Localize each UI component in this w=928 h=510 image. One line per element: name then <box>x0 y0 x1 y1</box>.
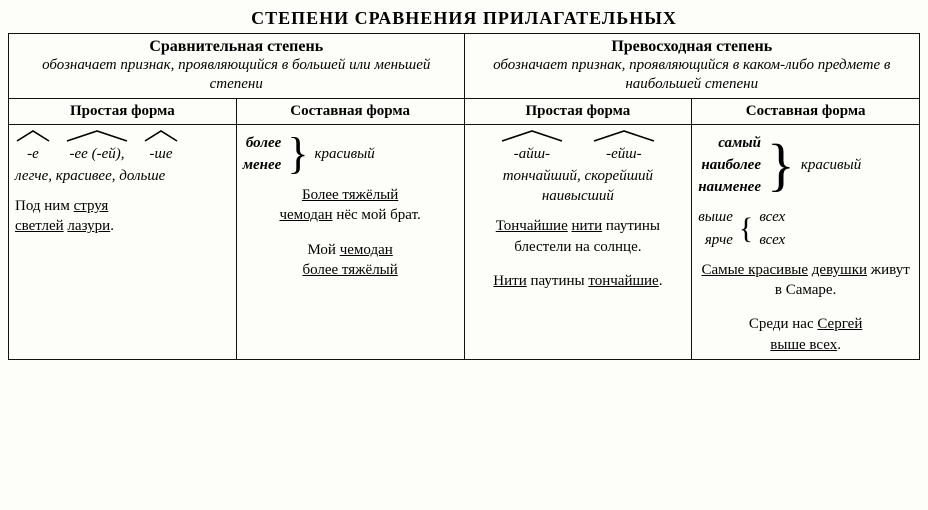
suffix-label: -айш- <box>514 146 550 162</box>
underlined: девушки <box>812 262 867 278</box>
underlined: лазури <box>67 218 110 234</box>
underlined: чемодан <box>279 207 332 223</box>
sup-compound-example-1: Самые красивые девушки живут в Самаре. <box>698 260 913 301</box>
curly-brace-icon: } <box>765 142 797 188</box>
text: . <box>110 218 114 234</box>
underlined: Тончайшие <box>496 218 568 234</box>
superlative-header-cell: Превосходная степень обозначает признак,… <box>464 34 920 99</box>
underlined: Сергей <box>817 316 862 332</box>
brace-left-items: более менее <box>243 133 282 176</box>
sup-simple-example-1: Тончайшие нити паутины блестели на солнц… <box>471 216 686 257</box>
comparative-title: Сравнительная степень <box>15 38 458 56</box>
suffix-item: -ейш- <box>592 129 656 164</box>
brace-item: менее <box>243 155 282 175</box>
sup-simple-example-2: Нити паутины тончайшие. <box>471 271 686 291</box>
comparative-desc: обозначает признак, проявляющийся в боль… <box>15 56 458 94</box>
underlined: выше всех <box>770 337 837 353</box>
underlined: Самые красивые <box>701 262 808 278</box>
suffix-hat-icon <box>592 129 656 143</box>
suffix-label: -ейш- <box>606 146 641 162</box>
curly-brace-icon: { <box>737 217 755 241</box>
suffix-hat-icon <box>500 129 564 143</box>
superlative-desc: обозначает признак, проявляющийся в како… <box>471 56 914 94</box>
comp-simple-suffix-examples: легче, красивее, дольше <box>15 166 230 186</box>
sup-compound-brace-2: выше ярче { всех всех <box>698 207 913 250</box>
sup-simple-header: Простая форма <box>464 98 692 124</box>
underlined: более тяжёлый <box>302 262 397 278</box>
brace-result: красивый <box>801 155 861 175</box>
underlined: Нити <box>493 273 526 289</box>
text: . <box>659 273 663 289</box>
page-title: СТЕПЕНИ СРАВНЕНИЯ ПРИЛАГАТЕЛЬНЫХ <box>8 8 920 29</box>
brace-item: выше <box>698 207 733 227</box>
brace-item: наиболее <box>698 155 761 175</box>
suffix-hat-icon <box>65 129 129 143</box>
superlative-title: Превосходная степень <box>471 38 914 56</box>
brace-item: всех <box>759 230 785 250</box>
sup-simple-suffix-row: -айш- -ейш- <box>471 129 686 164</box>
suffix-hat-icon <box>15 129 51 143</box>
suffix-hat-icon <box>143 129 179 143</box>
comp-simple-cell: -е -ее (-ей), -ше легче, красивее, дольш… <box>9 124 237 359</box>
sup-compound-example-2: Среди нас Сергей выше всех. <box>698 314 913 355</box>
comparison-table: Сравнительная степень обозначает признак… <box>8 33 920 360</box>
brace-result: красивый <box>314 144 374 164</box>
text: Мой <box>307 242 339 258</box>
sup-simple-cell: -айш- -ейш- тончайший, скорейший наивысш… <box>464 124 692 359</box>
suffix-item: -е <box>15 129 51 164</box>
text: Среди нас <box>749 316 817 332</box>
comp-compound-example-2: Мой чемодан более тяжёлый <box>243 240 458 281</box>
text: нёс мой брат. <box>333 207 421 223</box>
brace-item: самый <box>698 133 761 153</box>
underlined: нити <box>572 218 603 234</box>
comp-simple-suffix-row: -е -ее (-ей), -ше <box>15 129 230 164</box>
comparative-header-cell: Сравнительная степень обозначает признак… <box>9 34 465 99</box>
brace-item: более <box>243 133 282 153</box>
text: Под ним <box>15 198 74 214</box>
sup-compound-header: Составная форма <box>692 98 920 124</box>
brace-item: ярче <box>698 230 733 250</box>
sup-compound-cell: самый наиболее наименее } красивый выше … <box>692 124 920 359</box>
comp-compound-header: Составная форма <box>236 98 464 124</box>
sup-compound-brace-1: самый наиболее наименее } красивый <box>698 133 913 198</box>
comp-compound-brace: более менее } красивый <box>243 133 458 176</box>
brace-left-items: самый наиболее наименее <box>698 133 761 198</box>
suffix-label: -ее (-ей), <box>70 146 125 162</box>
brace-item: всех <box>759 207 785 227</box>
brace-right-items: всех всех <box>759 207 785 250</box>
underlined: тончайшие <box>588 273 658 289</box>
sup-simple-suffix-examples: тончайший, скорейший наивысший <box>471 166 686 207</box>
comp-compound-example-1: Более тяжёлый чемодан нёс мой брат. <box>243 185 458 226</box>
text: паутины <box>527 273 589 289</box>
suffix-item: -айш- <box>500 129 564 164</box>
underlined: светлей <box>15 218 64 234</box>
brace-left-items: выше ярче <box>698 207 733 250</box>
suffix-label: -е <box>27 146 39 162</box>
comp-simple-header: Простая форма <box>9 98 237 124</box>
comp-simple-example: Под ним струя светлей лазури. <box>15 196 230 237</box>
comp-compound-cell: более менее } красивый Более тяжёлый чем… <box>236 124 464 359</box>
suffix-item: -ше <box>143 129 179 164</box>
suffix-item: -ее (-ей), <box>65 129 129 164</box>
underlined: Более тяжёлый <box>302 187 398 203</box>
text: . <box>837 337 841 353</box>
curly-brace-icon: } <box>285 136 310 171</box>
underlined: струя <box>74 198 109 214</box>
underlined: чемодан <box>340 242 393 258</box>
brace-item: наименее <box>698 177 761 197</box>
suffix-label: -ше <box>150 146 173 162</box>
